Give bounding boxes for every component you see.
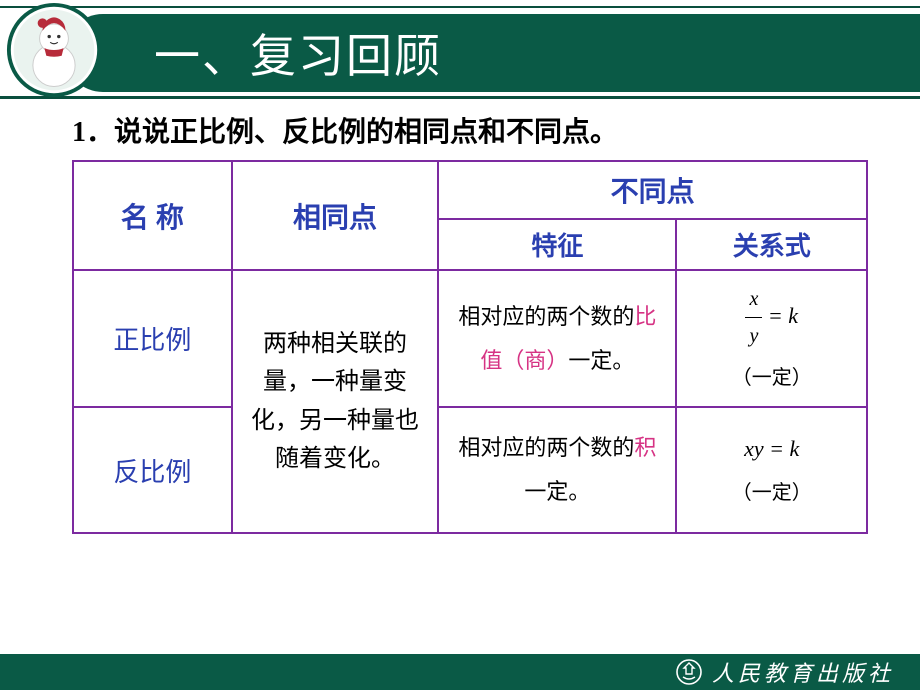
feature-post: 一定。	[524, 479, 590, 504]
row-name-inverse: 反比例	[73, 407, 232, 533]
publisher-logo-icon	[676, 659, 702, 685]
row-name-direct: 正比例	[73, 270, 232, 407]
fraction-denominator: y	[745, 318, 762, 354]
feature-direct: 相对应的两个数的比值（商）一定。	[438, 270, 676, 407]
relation-inverse: xy = k （一定）	[676, 407, 867, 533]
fraction-icon: x y	[745, 281, 762, 354]
slide-content: 1．说说正比例、反比例的相同点和不同点。 名 称 相同点 不同点 特征 关系式 …	[72, 110, 868, 640]
relation-fraction: x y = k	[745, 303, 798, 328]
feature-inverse: 相对应的两个数的积一定。	[438, 407, 676, 533]
same-point-cell: 两种相关联的量，一种量变化，另一种量也随着变化。	[232, 270, 438, 533]
prompt-number: 1．	[72, 117, 114, 148]
header-bottom-rule	[0, 96, 920, 99]
slide-header: 一、复习回顾	[0, 0, 920, 100]
snowman-mascot-icon	[6, 2, 102, 98]
th-feature: 特征	[438, 219, 676, 270]
relation-rhs: = k	[768, 303, 798, 328]
th-name: 名 称	[73, 161, 232, 270]
relation-note: （一定）	[683, 475, 860, 511]
footer-bar: 人民教育出版社	[0, 654, 920, 690]
feature-pre: 相对应的两个数的	[458, 304, 634, 329]
relation-note: （一定）	[683, 360, 860, 396]
slide-title: 一、复习回顾	[154, 20, 442, 86]
relation-direct: x y = k （一定）	[676, 270, 867, 407]
feature-highlight: 积	[634, 435, 656, 460]
question-prompt: 1．说说正比例、反比例的相同点和不同点。	[72, 110, 868, 150]
th-relation: 关系式	[676, 219, 867, 270]
fraction-numerator: x	[745, 281, 762, 318]
th-same: 相同点	[232, 161, 438, 270]
title-bar: 一、复习回顾	[64, 14, 920, 92]
comparison-table: 名 称 相同点 不同点 特征 关系式 正比例 两种相关联的量，一种量变化，另一种…	[72, 160, 868, 534]
publisher-name: 人民教育出版社	[712, 656, 894, 688]
feature-post: 一定。	[568, 348, 634, 373]
feature-pre: 相对应的两个数的	[458, 435, 634, 460]
th-diff: 不同点	[438, 161, 867, 219]
relation-expr: xy = k	[744, 436, 799, 461]
header-top-rule	[0, 6, 920, 8]
prompt-text: 说说正比例、反比例的相同点和不同点。	[114, 117, 618, 148]
